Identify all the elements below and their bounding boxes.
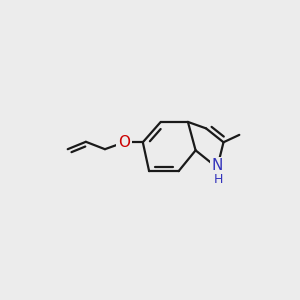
Text: O: O bbox=[118, 135, 130, 150]
Text: H: H bbox=[214, 173, 223, 186]
Text: N: N bbox=[212, 158, 223, 173]
